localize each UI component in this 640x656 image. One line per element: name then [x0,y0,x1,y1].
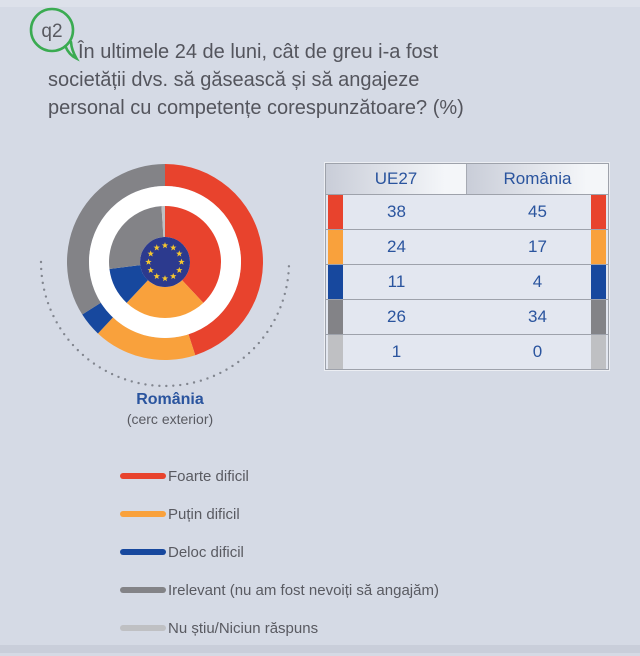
donut-chart [30,155,310,400]
table-cell-romania: 0 [532,342,543,361]
table-cell-ue27: 24 [387,237,406,256]
speech-bubble-icon: q2 [29,7,80,62]
outer-ring-segment [97,317,196,360]
results-table: UE27 România 38 45 24 17 11 4 26 34 1 0 [325,163,609,370]
eu-flag-star [145,258,152,265]
inner-ring-segment [165,206,222,303]
table-header-row: UE27 România [326,164,608,194]
eu-flag-star [161,242,169,249]
table-cell-romania: 34 [528,307,547,326]
legend-label: Nu știu/Niciun răspuns [168,619,319,637]
legend-label: Puțin dificil [168,505,240,523]
eu-flag-star [153,244,160,251]
eu-flag-star [178,258,185,265]
question-bubble: q2 [26,4,86,68]
inner-ring-segment [108,206,164,270]
title-line: În ultimele 24 de luni, cât de greu i-a … [78,41,439,63]
top-band [0,0,640,7]
outer-ring-segment [165,164,263,356]
eu-flag-star [153,272,160,280]
eu-flag-star [147,266,154,274]
row-color-strip-left [328,230,343,264]
table-cell-ue27: 1 [391,342,402,361]
legend-label: Deloc dificil [168,543,244,561]
question-id-label: q2 [41,21,62,42]
legend-item: Deloc dificil [120,542,439,562]
caption-ring-note: (cerc exterior) [126,411,214,427]
eu-flag-star [176,266,183,274]
table-row: 26 34 [326,299,608,334]
legend-swatch [120,473,166,479]
inner-ring-segment [109,265,148,303]
table-cell-romania: 4 [532,272,543,291]
row-color-strip-right [591,230,606,264]
eu-flag-icon [140,237,190,287]
eu-flag-star [161,275,169,282]
table-row: 38 45 [326,194,608,229]
question-title: În ultimele 24 de luni, cât de greu i-a … [48,38,616,122]
table-header-romania: România [467,164,608,194]
title-line: personal cu competențe corespunzătoare? … [48,97,464,119]
outer-ring-segment [67,164,165,315]
table-cell-romania: 17 [528,237,547,256]
eu-flag-star [147,250,154,257]
legend-swatch [120,587,166,593]
inner-ring-segment [161,206,165,238]
row-color-strip-left [328,265,343,299]
chart-legend: Foarte dificil Puțin dificil Deloc dificil… [120,466,439,656]
row-color-strip-right [591,195,606,229]
table-cell-ue27: 38 [387,202,406,221]
row-color-strip-right [591,335,606,369]
table-row: 11 4 [326,264,608,299]
table-header-ue27: UE27 [326,164,467,194]
legend-item: Foarte dificil [120,466,439,486]
outer-ring-segment [82,302,113,334]
legend-label: Irelevant (nu am fost nevoiți să angajăm… [168,581,439,599]
row-color-strip-left [328,300,343,334]
bottom-band [0,645,640,653]
eu-flag-star [170,272,177,280]
legend-item: Irelevant (nu am fost nevoiți să angajăm… [120,580,439,600]
table-cell-ue27: 26 [387,307,406,326]
caption-country: România [136,391,204,408]
eu-flag-star [170,244,177,251]
table-cell-romania: 45 [528,202,547,221]
legend-label: Foarte dificil [168,467,249,485]
row-color-strip-right [591,265,606,299]
chart-caption: România (cerc exterior) [65,391,275,427]
legend-item: Puțin dificil [120,504,439,524]
legend-swatch [120,549,166,555]
table-row: 24 17 [326,229,608,264]
inner-ring-segment [126,280,204,318]
legend-swatch [120,511,166,517]
eu-flag-star [176,250,183,257]
row-color-strip-left [328,195,343,229]
title-line: societății dvs. să găsească și să angaje… [48,69,420,91]
legend-swatch [120,625,166,631]
table-body: 38 45 24 17 11 4 26 34 1 0 [326,194,608,369]
row-color-strip-left [328,335,343,369]
legend-item: Nu știu/Niciun răspuns [120,618,439,638]
table-cell-ue27: 11 [387,272,406,291]
row-color-strip-right [591,300,606,334]
